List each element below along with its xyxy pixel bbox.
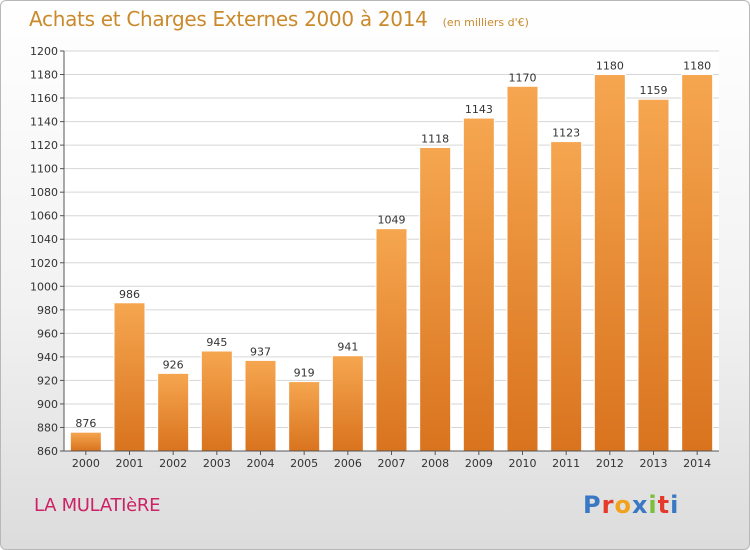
y-tick-label: 1180 (30, 69, 58, 82)
x-tick-label: 2004 (247, 457, 275, 470)
title-row: Achats et Charges Externes 2000 à 2014 (… (29, 7, 529, 31)
logo-letter: x (631, 491, 649, 519)
bar (550, 141, 583, 452)
logo-letter: t (657, 491, 671, 519)
logo-letter: i (648, 491, 658, 519)
y-tick-label: 1120 (30, 139, 58, 152)
logo-letter: r (601, 491, 615, 519)
proxiti-logo: Proxiti (583, 491, 679, 519)
logo-letter: o (614, 491, 632, 519)
data-label: 926 (163, 358, 184, 371)
x-tick-label: 2011 (552, 457, 580, 470)
bar (113, 302, 146, 452)
x-tick-label: 2012 (596, 457, 624, 470)
x-tick-label: 2007 (378, 457, 406, 470)
y-tick-label: 1200 (30, 45, 58, 58)
data-label: 1118 (421, 132, 449, 145)
y-tick-label: 1160 (30, 92, 58, 105)
x-tick-label: 2005 (290, 457, 318, 470)
bar (69, 431, 102, 452)
data-label: 1170 (509, 71, 537, 84)
location-label: LA MULATIèRE (34, 495, 161, 516)
x-tick-label: 2008 (421, 457, 449, 470)
x-tick-label: 2006 (334, 457, 362, 470)
y-tick-label: 1040 (30, 233, 58, 246)
bar (681, 74, 714, 452)
data-label: 919 (294, 367, 315, 380)
data-label: 1143 (465, 103, 493, 116)
bar (288, 381, 321, 452)
bar (200, 350, 233, 452)
x-tick-label: 2002 (159, 457, 187, 470)
y-tick-label: 860 (37, 445, 58, 458)
x-tick-label: 2013 (640, 457, 668, 470)
y-tick-label: 960 (37, 327, 58, 340)
y-tick-label: 1000 (30, 280, 58, 293)
data-label: 941 (337, 341, 358, 354)
data-label: 876 (75, 417, 96, 430)
data-label: 1049 (378, 214, 406, 227)
data-label: 1159 (640, 84, 668, 97)
chart-title: Achats et Charges Externes 2000 à 2014 (29, 7, 428, 31)
logo-letter: i (670, 491, 680, 519)
bar (375, 228, 408, 452)
y-tick-label: 1140 (30, 116, 58, 129)
y-tick-label: 1100 (30, 163, 58, 176)
bar (157, 372, 190, 452)
y-tick-label: 880 (37, 421, 58, 434)
y-tick-label: 940 (37, 351, 58, 364)
data-label: 1180 (596, 60, 624, 73)
bar (244, 359, 277, 452)
y-tick-label: 980 (37, 304, 58, 317)
y-tick-label: 1060 (30, 210, 58, 223)
x-tick-label: 2000 (72, 457, 100, 470)
y-tick-label: 1020 (30, 257, 58, 270)
y-tick-label: 900 (37, 398, 58, 411)
data-label: 945 (206, 336, 227, 349)
x-tick-label: 2001 (116, 457, 144, 470)
bar (419, 146, 452, 452)
x-tick-label: 2014 (683, 457, 711, 470)
data-label: 1180 (683, 60, 711, 73)
bar (506, 85, 539, 452)
data-label: 1123 (552, 127, 580, 140)
data-label: 986 (119, 288, 140, 301)
bar (593, 74, 626, 452)
bar (462, 117, 495, 452)
data-label: 937 (250, 345, 271, 358)
x-tick-label: 2003 (203, 457, 231, 470)
y-tick-label: 1080 (30, 186, 58, 199)
chart-subtitle: (en milliers d'€) (442, 16, 529, 29)
bar (637, 98, 670, 452)
x-tick-label: 2009 (465, 457, 493, 470)
logo-letter: P (583, 491, 602, 519)
bar (331, 355, 364, 452)
x-tick-label: 2010 (509, 457, 537, 470)
y-tick-label: 920 (37, 374, 58, 387)
